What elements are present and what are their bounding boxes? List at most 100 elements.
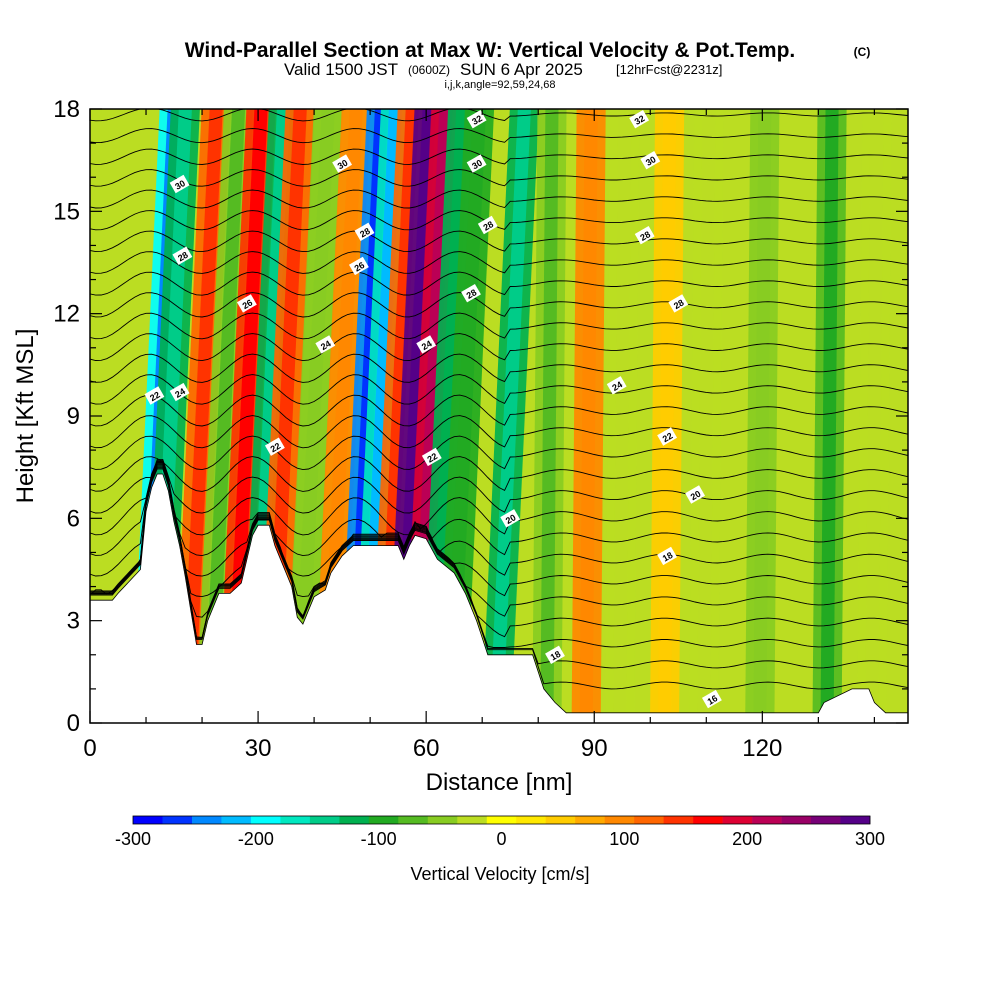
- contour-label: 32: [629, 110, 650, 129]
- contour-label-bg: [264, 437, 285, 456]
- velocity-band-core: [613, 109, 632, 723]
- contour-label-text: 32: [470, 113, 484, 127]
- colorbar-swatch: [575, 816, 605, 824]
- isentrope-line: [90, 463, 908, 598]
- contour-label-text: 18: [549, 649, 563, 663]
- colorbar-tick-label: 200: [732, 829, 762, 849]
- contour-label-text: 22: [661, 431, 675, 445]
- x-axis: 0 30 60 90 120: [83, 109, 875, 762]
- contour-label-text: 28: [465, 287, 479, 301]
- contour-label-text: 32: [633, 113, 647, 127]
- contour-label-text: 28: [672, 297, 686, 311]
- colorbar-swatch: [752, 816, 782, 824]
- x-tick-label: 120: [742, 735, 782, 762]
- y-tick-label: 18: [53, 96, 80, 123]
- colorbar-swatch: [339, 816, 370, 824]
- velocity-band-core: [820, 109, 839, 723]
- contour-label-bg: [657, 546, 678, 566]
- contour-label-bg: [421, 447, 442, 467]
- isentrope-line: [90, 189, 908, 209]
- contour-label-bg: [354, 222, 375, 241]
- contour-label-text: 24: [420, 338, 434, 352]
- colorbar-swatch: [604, 816, 635, 824]
- isentrope-line: [90, 128, 908, 144]
- contour-label: 24: [606, 376, 627, 395]
- contour-label: 22: [421, 447, 442, 467]
- contour-labels: 32 32 30 30 30 30 28 28 28 28 26 28 28 26 24 24 24 24 22 22…: [144, 110, 722, 709]
- isentrope-line: [90, 251, 908, 274]
- copyright-mark: (C): [854, 45, 871, 59]
- isentrope-line: [90, 467, 908, 669]
- colorbar-tick-label: 0: [496, 829, 506, 849]
- colorbar-swatch: [663, 816, 694, 824]
- colorbar-frame: [132, 815, 871, 825]
- colorbar-swatch: [221, 816, 252, 824]
- contour-label: 18: [545, 645, 565, 664]
- contour-label: 28: [461, 284, 481, 303]
- velocity-band-core: [697, 109, 716, 723]
- x-axis-label: Distance [nm]: [426, 769, 573, 796]
- contour-label-bg: [315, 335, 336, 354]
- contour-label: 22: [657, 427, 678, 446]
- isentrope-line: [90, 415, 908, 449]
- contour-label-bg: [144, 386, 165, 405]
- contour-label: 30: [466, 154, 487, 173]
- contour-label-bg: [640, 151, 661, 170]
- x-tick-label: 0: [83, 735, 96, 762]
- velocity-band-core: [293, 109, 335, 723]
- contour-label: 28: [477, 215, 498, 235]
- contour-label-bg: [500, 509, 521, 528]
- velocity-band-core: [579, 109, 598, 723]
- colorbar-tick-label: -300: [115, 829, 151, 849]
- contour-label-text: 26: [241, 297, 255, 311]
- isentrope-line: [90, 353, 908, 383]
- contour-label-text: 28: [638, 229, 652, 243]
- contour-label-text: 30: [644, 154, 658, 168]
- contour-label-text: 24: [319, 338, 333, 352]
- contour-label-text: 20: [689, 489, 703, 503]
- contour-label: 32: [466, 110, 487, 129]
- theta-contours: [90, 109, 908, 690]
- colorbar-swatch: [250, 816, 281, 824]
- y-tick-label: 6: [67, 505, 80, 532]
- isentrope-line: [90, 461, 908, 557]
- contour-label-bg: [629, 110, 650, 129]
- velocity-band-core: [489, 109, 531, 723]
- subtitle-date: SUN 6 Apr 2025: [460, 60, 583, 79]
- contour-label: 20: [685, 485, 706, 504]
- chart-title: Wind-Parallel Section at Max W: Vertical…: [185, 39, 796, 62]
- contour-label: 16: [701, 689, 722, 709]
- subtitle-forecast: [12hrFcst@2231z]: [616, 62, 722, 77]
- x-tick-label: 30: [245, 735, 272, 762]
- y-axis-label: Height [Kft MSL]: [12, 329, 39, 504]
- isentrope-line: [90, 459, 908, 536]
- colorbar-label: Vertical Velocity [cm/s]: [410, 864, 589, 884]
- contour-label-bg: [461, 284, 481, 303]
- contour-label-bg: [466, 154, 487, 173]
- isentrope-line: [90, 333, 908, 362]
- contour-label: 20: [500, 509, 521, 528]
- contour-label-bg: [169, 174, 190, 194]
- contour-label: 30: [332, 154, 353, 173]
- velocity-band-core: [658, 109, 677, 723]
- isentrope-line: [90, 394, 908, 427]
- terrain-mask: [90, 473, 908, 723]
- isentrope-line: [90, 465, 908, 639]
- contour-label-text: 24: [173, 386, 187, 400]
- contour-label-text: 30: [336, 158, 350, 172]
- y-tick-label: 9: [67, 403, 80, 430]
- velocity-band-core: [203, 109, 246, 723]
- isentrope-line: [90, 230, 908, 253]
- contour-label-bg: [634, 226, 655, 245]
- isentrope-line: [90, 292, 908, 318]
- contour-label-bg: [332, 154, 353, 173]
- contour-label: 24: [416, 335, 437, 354]
- contour-label-bg: [416, 335, 437, 354]
- contour-label: 26: [348, 256, 369, 276]
- grid-indices: i,j,k,angle=92,59,24,68: [444, 79, 555, 91]
- isentrope-line: [90, 169, 908, 187]
- colorbar-swatch: [427, 816, 458, 824]
- colorbar-swatch: [634, 816, 664, 824]
- subtitle-valid: Valid 1500 JST: [284, 60, 398, 79]
- colorbar-swatch: [811, 816, 841, 824]
